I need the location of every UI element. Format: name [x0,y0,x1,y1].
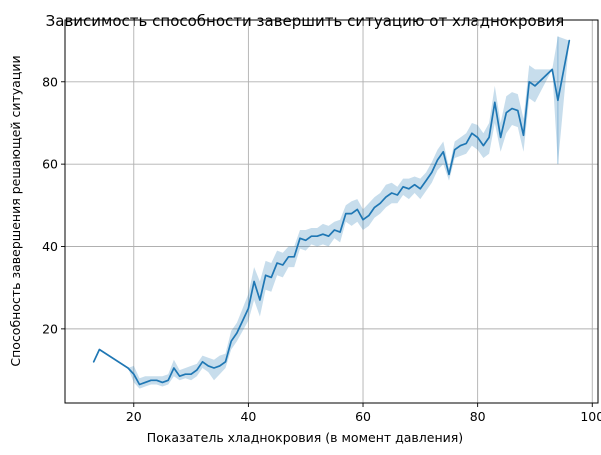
axis-ticks: 20 40 60 80 100 20 40 60 80 [42,74,601,424]
x-tick-label: 60 [355,409,371,424]
grid-lines [65,20,598,403]
y-tick-label: 60 [42,157,58,172]
chart-title: Зависимость способности завершить ситуац… [46,12,565,30]
x-tick-label: 20 [126,409,142,424]
x-tick-label: 80 [470,409,486,424]
y-tick-label: 20 [42,321,58,336]
x-tick-label: 40 [240,409,256,424]
y-axis-label: Способность завершения решающей ситуации [8,55,23,366]
y-tick-label: 80 [42,74,58,89]
confidence-band [93,36,570,389]
y-tick-label: 40 [42,239,58,254]
series-line [92,39,571,386]
x-axis-label: Показатель хладнокровия (в момент давлен… [147,430,463,445]
plot-frame [64,19,599,404]
x-tick-label: 100 [580,409,601,424]
